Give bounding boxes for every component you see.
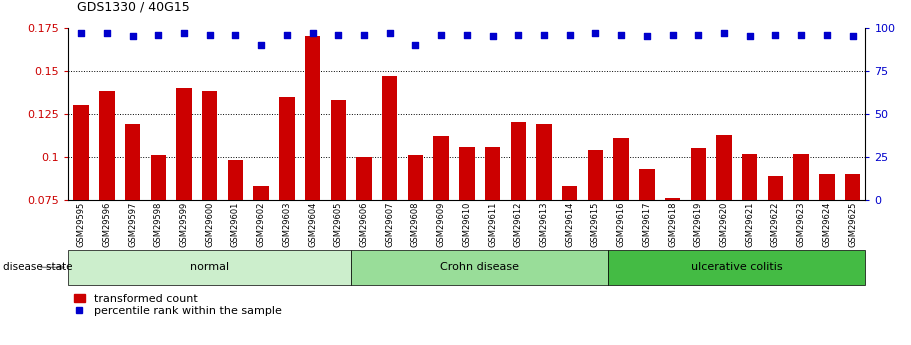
Bar: [819, 174, 834, 200]
Legend: transformed count, percentile rank within the sample: transformed count, percentile rank withi…: [74, 294, 281, 316]
Point: [640, 33, 654, 39]
Bar: [510, 122, 526, 200]
Point: [126, 33, 140, 39]
Point: [717, 30, 732, 36]
Point: [665, 32, 680, 37]
Point: [691, 32, 706, 37]
Bar: [537, 124, 552, 200]
Point: [742, 33, 757, 39]
Point: [793, 32, 808, 37]
Bar: [99, 91, 115, 200]
Text: disease state: disease state: [4, 263, 73, 272]
Bar: [202, 91, 218, 200]
Bar: [125, 124, 140, 200]
Point: [202, 32, 217, 37]
Point: [99, 30, 114, 36]
Point: [589, 30, 603, 36]
Point: [459, 32, 474, 37]
Bar: [640, 169, 655, 200]
Bar: [408, 155, 424, 200]
Point: [151, 32, 166, 37]
Point: [305, 30, 320, 36]
Point: [562, 32, 577, 37]
Text: ulcerative colitis: ulcerative colitis: [691, 263, 783, 272]
Bar: [588, 150, 603, 200]
Bar: [331, 100, 346, 200]
Bar: [742, 154, 757, 200]
Point: [331, 32, 345, 37]
Bar: [609, 250, 865, 285]
Bar: [356, 157, 372, 200]
Point: [254, 42, 269, 48]
Bar: [382, 76, 397, 200]
Bar: [716, 135, 732, 200]
Bar: [485, 147, 500, 200]
Point: [408, 42, 423, 48]
Point: [177, 30, 191, 36]
Bar: [279, 97, 294, 200]
Point: [820, 32, 834, 37]
Bar: [253, 186, 269, 200]
Point: [511, 32, 526, 37]
Point: [537, 32, 551, 37]
Bar: [228, 160, 243, 200]
Text: Crohn disease: Crohn disease: [440, 263, 519, 272]
Bar: [844, 174, 860, 200]
Point: [280, 32, 294, 37]
Text: normal: normal: [190, 263, 230, 272]
Bar: [68, 250, 351, 285]
Bar: [691, 148, 706, 200]
Point: [228, 32, 242, 37]
Bar: [177, 88, 191, 200]
Point: [486, 33, 500, 39]
Bar: [351, 250, 609, 285]
Point: [383, 30, 397, 36]
Bar: [613, 138, 629, 200]
Text: GDS1330 / 40G15: GDS1330 / 40G15: [77, 1, 190, 14]
Bar: [74, 105, 89, 200]
Point: [74, 30, 88, 36]
Point: [845, 33, 860, 39]
Bar: [793, 154, 809, 200]
Bar: [768, 176, 783, 200]
Point: [357, 32, 372, 37]
Point: [768, 32, 783, 37]
Bar: [459, 147, 475, 200]
Bar: [434, 136, 449, 200]
Point: [434, 32, 448, 37]
Bar: [305, 36, 321, 200]
Bar: [665, 198, 681, 200]
Bar: [562, 186, 578, 200]
Bar: [150, 155, 166, 200]
Point: [614, 32, 629, 37]
